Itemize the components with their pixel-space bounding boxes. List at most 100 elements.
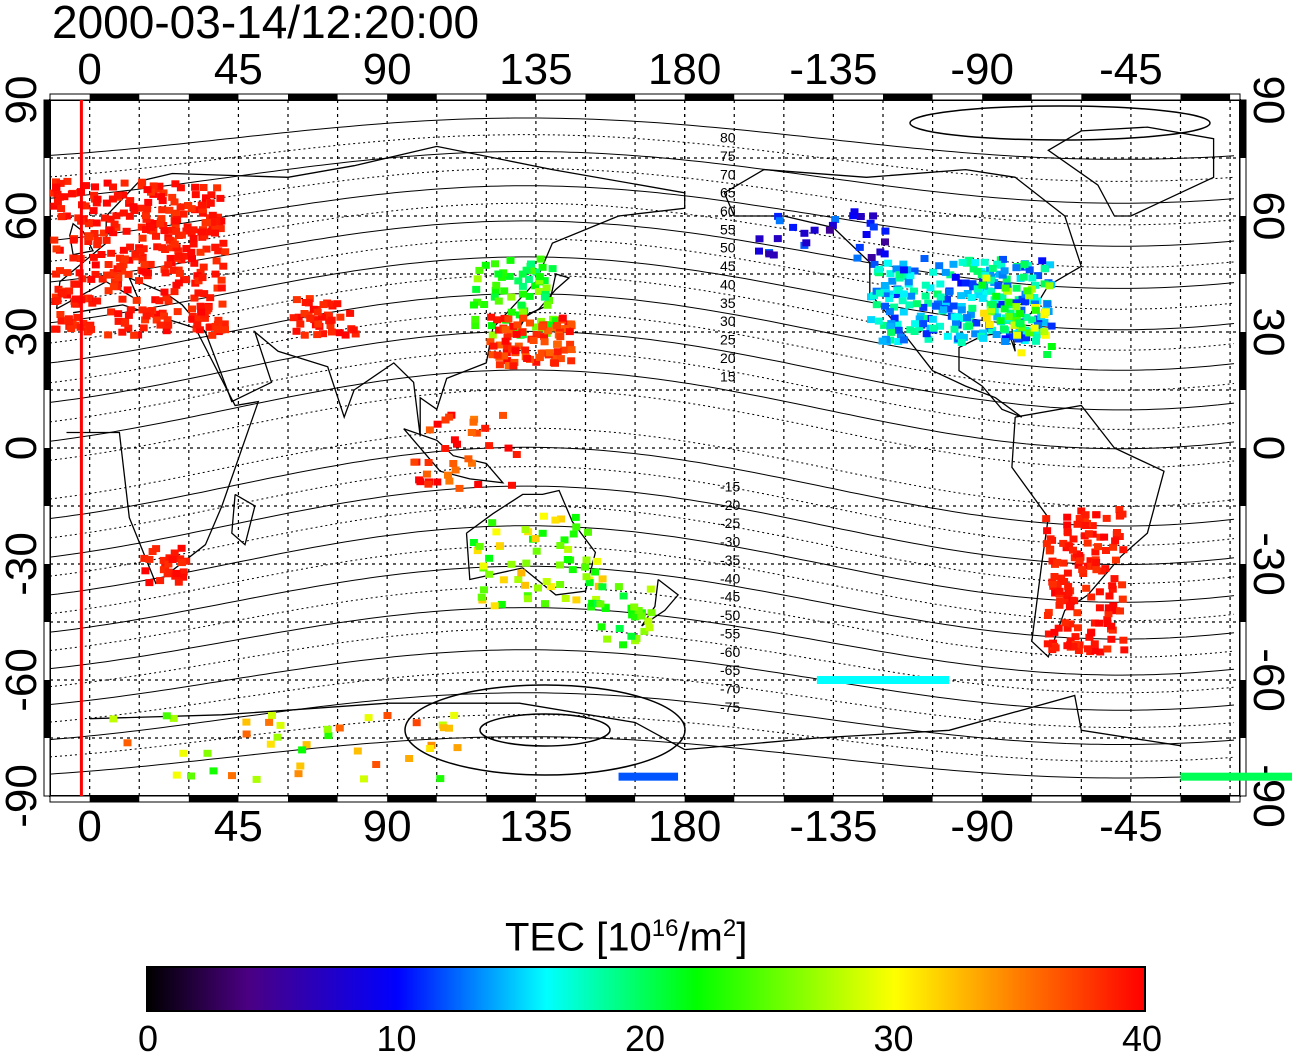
contour-label: 50 [720, 240, 736, 256]
tec-cell [508, 561, 516, 568]
tec-cell [114, 192, 122, 199]
tec-cell [572, 514, 580, 521]
tec-cell [487, 314, 495, 321]
tec-cell [525, 276, 533, 283]
tec-cell [114, 274, 122, 281]
tec-cell [470, 419, 478, 426]
axis-bar-segment [1081, 796, 1131, 802]
tec-cell [581, 564, 589, 571]
tec-cell [135, 277, 143, 284]
tec-cell [536, 273, 544, 280]
tec-cell [549, 265, 557, 272]
tec-cell [485, 571, 493, 578]
axis-bar-segment [883, 796, 933, 802]
tec-cell [478, 594, 486, 601]
tec-cell [881, 228, 889, 235]
tec-cell [517, 302, 525, 309]
tec-cell [1044, 640, 1052, 647]
tec-cell [1113, 529, 1121, 536]
tec-cell [1103, 515, 1111, 522]
tec-cell [313, 331, 321, 338]
tec-cell [121, 180, 129, 187]
axis-bar-segment [1240, 448, 1246, 506]
tec-cell [336, 725, 344, 732]
axis-bar-segment [883, 94, 933, 100]
tec-cell [1094, 543, 1102, 550]
tec-cell [107, 308, 115, 315]
tec-cell [508, 482, 516, 489]
tec-cell [114, 310, 122, 317]
tec-cell [972, 320, 980, 327]
tec-cell [570, 531, 578, 538]
tec-cell [981, 259, 989, 266]
tec-cell [498, 601, 506, 608]
tec-cell [870, 224, 878, 231]
tec-cell [1119, 596, 1127, 603]
tec-cell [175, 253, 183, 260]
tec-cell [336, 314, 344, 321]
tec-cell [875, 266, 883, 273]
tec-cell [103, 237, 111, 244]
tec-cell [1096, 604, 1104, 611]
tec-cell [164, 322, 172, 329]
axis-bar-segment [189, 94, 239, 100]
tec-cell [1095, 620, 1103, 627]
tec-cell [405, 755, 413, 762]
tec-cell [519, 315, 527, 322]
tec-cell [1070, 536, 1078, 543]
tec-cell [328, 317, 336, 324]
contour-label: 35 [720, 295, 736, 311]
tec-cell [1043, 351, 1051, 358]
tec-cell [141, 567, 149, 574]
tec-cell [491, 602, 499, 609]
tec-cell [1050, 629, 1058, 636]
tec-cell [360, 775, 368, 782]
contour-label: -35 [720, 552, 740, 568]
tec-cell [492, 282, 500, 289]
tec-cell [188, 255, 196, 262]
contour-label: -45 [720, 589, 740, 605]
tec-cell [957, 292, 965, 299]
tec-cell [145, 556, 153, 563]
tec-cell [1100, 534, 1108, 541]
tec-cell [440, 724, 448, 731]
tec-cell [598, 623, 606, 630]
tec-cell [193, 321, 201, 328]
tec-cell [556, 581, 564, 588]
tec-cell [139, 306, 147, 313]
tec-cell [219, 301, 227, 308]
tec-cell [905, 278, 913, 285]
tec-cell [296, 763, 304, 770]
tec-cell [320, 301, 328, 308]
contour-label: -55 [720, 625, 740, 641]
axis-bar-segment [486, 796, 536, 802]
tec-cell [293, 328, 301, 335]
tec-cell [942, 269, 950, 276]
tec-cell [214, 326, 222, 333]
tec-cell [139, 235, 147, 242]
tec-cell [140, 324, 148, 331]
tec-cell [468, 429, 476, 436]
tec-cell [213, 184, 221, 191]
tec-cell [471, 316, 479, 323]
tec-cell [155, 297, 163, 304]
tec-cell [881, 250, 889, 257]
tec-cell [204, 750, 212, 757]
tec-cell [756, 235, 764, 242]
tec-cell [87, 276, 95, 283]
tec-cell [513, 451, 521, 458]
tec-cell [532, 535, 540, 542]
tec-cell [496, 361, 504, 368]
tec-cell [974, 268, 982, 275]
tec-cell [158, 244, 166, 251]
tec-band [817, 676, 949, 684]
axis-bar-segment [982, 94, 1032, 100]
tec-cell [94, 196, 102, 203]
tec-cell [507, 257, 515, 264]
tec-cell [98, 251, 106, 258]
tec-cell [979, 295, 987, 302]
tec-cell [554, 348, 562, 355]
tec-cell [929, 325, 937, 332]
tec-cell [541, 600, 549, 607]
tec-cell [1064, 528, 1072, 535]
